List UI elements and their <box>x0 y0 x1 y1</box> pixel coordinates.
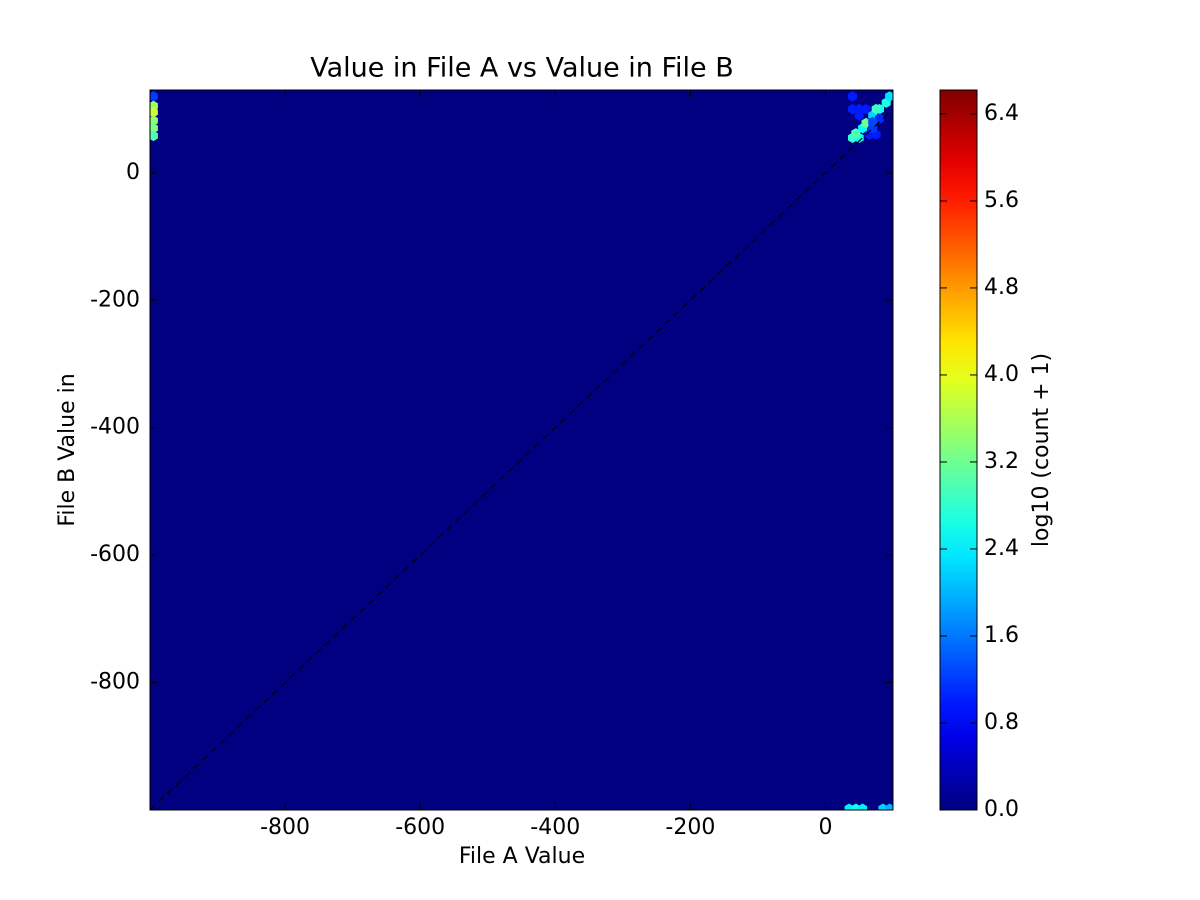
hex-bin <box>150 130 158 142</box>
x-tick-label: 0 <box>818 815 832 840</box>
hex-bin <box>150 123 158 134</box>
hex-bin <box>885 803 893 810</box>
colorbar-tick-label: 2.4 <box>984 536 1019 561</box>
colorbar-tick-label: 0.0 <box>984 797 1019 822</box>
hex-bin <box>875 113 884 124</box>
hex-bin <box>854 110 864 121</box>
x-tick-label: -200 <box>665 815 715 840</box>
y-tick-label: -200 <box>90 287 140 312</box>
hex-bin <box>868 116 878 128</box>
hex-bin <box>858 803 868 810</box>
colorbar-tick-label: 4.8 <box>984 275 1019 300</box>
hex-bin <box>885 91 893 102</box>
colorbar-tick-label: 6.4 <box>984 101 1019 126</box>
colorbar-tick-label: 1.6 <box>984 623 1019 648</box>
hex-bin <box>848 91 857 102</box>
identity-line <box>150 108 893 810</box>
y-tick-label: 0 <box>126 160 140 185</box>
hex-bin <box>150 91 158 102</box>
colorbar-tick-label: 4.0 <box>984 362 1019 387</box>
hexes <box>150 91 893 810</box>
x-tick-label: -600 <box>395 815 445 840</box>
hex-bin <box>861 103 871 115</box>
plot-frame <box>149 89 894 811</box>
x-tick-label: -400 <box>530 815 580 840</box>
y-axis-label: File B Value in <box>55 373 80 526</box>
hex-bin <box>150 115 158 126</box>
y-tick-label: -600 <box>90 542 140 567</box>
x-axis-label: File A Value <box>459 844 585 869</box>
plot-background <box>150 90 893 810</box>
chart-title: Value in File A vs Value in File B <box>310 53 734 84</box>
hex-bin <box>150 107 158 118</box>
colorbar <box>939 89 978 811</box>
x-tick-label: -800 <box>260 815 310 840</box>
y-tick-label: -400 <box>90 415 140 440</box>
colorbar-label: log10 (count + 1) <box>1029 353 1054 547</box>
colorbar-tick-label: 5.6 <box>984 188 1019 213</box>
colorbar-tick-label: 0.8 <box>984 710 1019 735</box>
colorbar-tick-label: 3.2 <box>984 449 1019 474</box>
y-tick-label: -800 <box>90 670 140 695</box>
hex-bin <box>871 103 881 115</box>
